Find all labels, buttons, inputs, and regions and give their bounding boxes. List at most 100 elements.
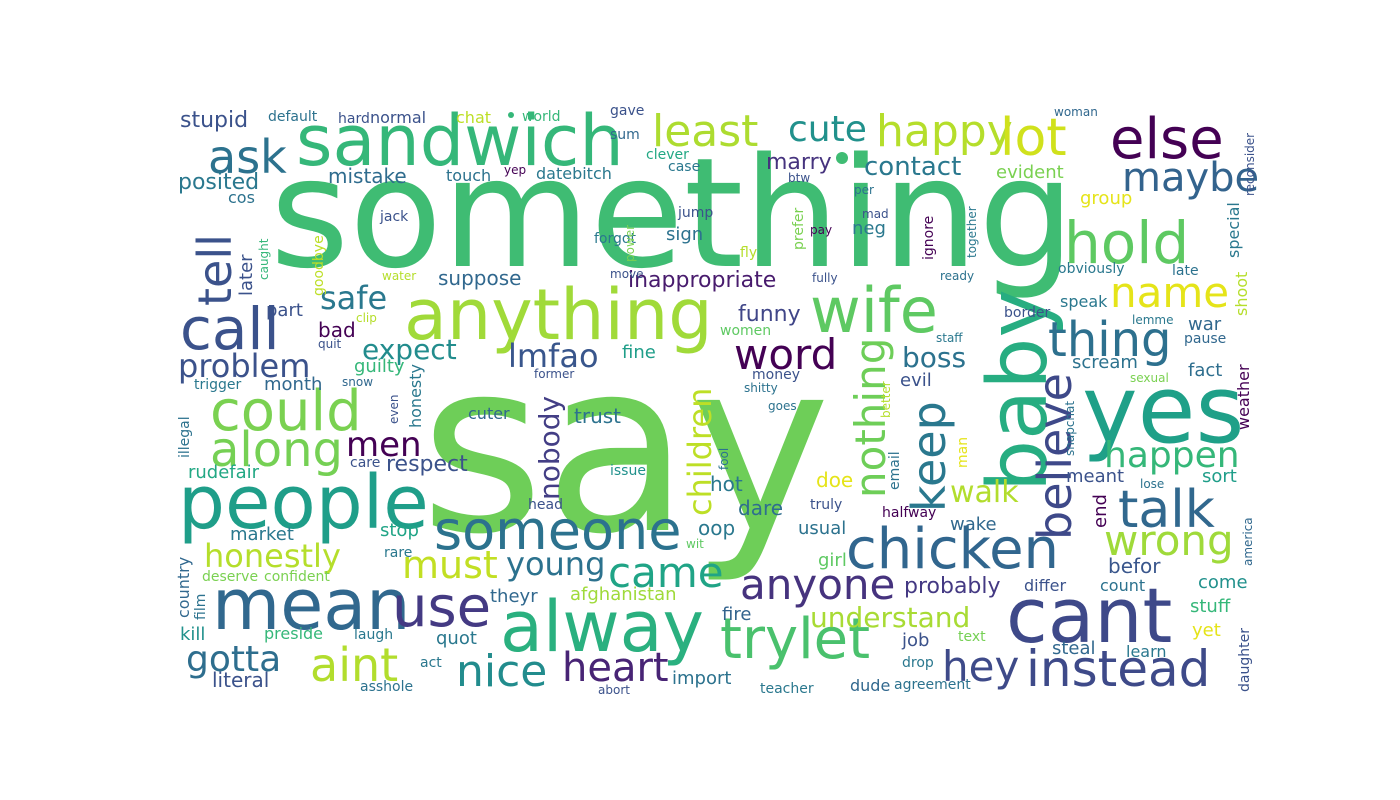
word-jump: jump bbox=[678, 205, 714, 221]
word-thing: thing bbox=[1048, 312, 1172, 368]
word-walk: walk bbox=[950, 475, 1019, 510]
word-obviously: obviously bbox=[1058, 261, 1125, 277]
word-cant: cant bbox=[1006, 571, 1173, 660]
word-job: job bbox=[902, 630, 930, 651]
word-nice: nice bbox=[456, 646, 548, 697]
word-daughter: daughter bbox=[1237, 628, 1253, 692]
word-lmfao: lmfao bbox=[508, 337, 599, 375]
word-name: name bbox=[1110, 268, 1230, 317]
word-dare: dare bbox=[738, 496, 784, 520]
word-head: head bbox=[528, 497, 563, 513]
word-staff: staff bbox=[936, 331, 963, 345]
word-touch: touch bbox=[446, 166, 492, 185]
word-yet: yet bbox=[1192, 620, 1221, 641]
word-goes: goes bbox=[768, 399, 797, 413]
word-safe: safe bbox=[320, 279, 388, 317]
word-group: group bbox=[1080, 188, 1133, 209]
word-else: else bbox=[1110, 107, 1224, 172]
word-lemme: lemme bbox=[1132, 313, 1174, 327]
word-fact: fact bbox=[1188, 360, 1223, 381]
word-understand: understand bbox=[810, 601, 971, 634]
word-neg: neg bbox=[852, 218, 886, 239]
word-aint: aint bbox=[310, 638, 399, 692]
word-expect: expect bbox=[362, 333, 457, 366]
word-cos: cos bbox=[228, 188, 255, 207]
word-mistake: mistake bbox=[328, 164, 407, 188]
word-chat: chat bbox=[456, 108, 492, 127]
word-inappropriate: inappropriate bbox=[628, 268, 777, 293]
word-special: special bbox=[1224, 202, 1243, 258]
word-steal: steal bbox=[1052, 638, 1096, 659]
word-yes: yes bbox=[1082, 356, 1245, 465]
word-befor: befor bbox=[1108, 554, 1161, 578]
word-hey: hey bbox=[942, 642, 1020, 691]
word-hold: hold bbox=[1064, 209, 1190, 277]
word-hot: hot bbox=[710, 472, 743, 496]
word-import: import bbox=[672, 668, 732, 689]
word-quot: quot bbox=[436, 628, 477, 649]
word-instead: instead bbox=[1026, 640, 1211, 698]
word-nobody: nobody bbox=[533, 395, 566, 500]
word-better: better bbox=[879, 381, 893, 418]
word-issue: issue bbox=[610, 463, 646, 479]
word-contact: contact bbox=[864, 152, 962, 182]
word-gave: gave bbox=[610, 103, 645, 119]
word-sandwich: sandwich bbox=[296, 100, 624, 182]
word-fool: fool bbox=[717, 447, 731, 470]
word-come: come bbox=[1198, 572, 1248, 593]
word-tell: tell bbox=[188, 234, 242, 306]
word-lot: lot bbox=[1000, 108, 1067, 168]
word-men: men bbox=[346, 425, 422, 465]
word-usual: usual bbox=[798, 518, 847, 539]
word-halfway: halfway bbox=[882, 505, 937, 521]
word-confident: confident bbox=[264, 569, 330, 585]
word-late: late bbox=[1172, 263, 1199, 279]
word-guilty: guilty bbox=[354, 356, 405, 377]
word-along: along bbox=[210, 422, 344, 478]
word-country: country bbox=[174, 556, 193, 618]
word-could: could bbox=[210, 379, 362, 444]
word-fine: fine bbox=[622, 342, 656, 363]
word-respect: respect bbox=[386, 452, 468, 477]
word-woman: woman bbox=[1054, 105, 1098, 119]
word-funny: funny bbox=[738, 302, 801, 327]
word-text: text bbox=[958, 629, 986, 645]
word-literal: literal bbox=[212, 668, 270, 692]
word-oop: oop bbox=[698, 516, 736, 540]
word-sign: sign bbox=[666, 224, 704, 245]
word-world: world bbox=[522, 109, 561, 125]
word-drop: drop bbox=[902, 655, 934, 671]
word-man: man bbox=[955, 436, 971, 468]
word-gotta: gotta bbox=[186, 639, 282, 680]
word-asshole: asshole bbox=[360, 679, 414, 695]
word-stupid: stupid bbox=[180, 108, 249, 133]
dot-mark bbox=[836, 152, 848, 164]
word-believe: believe bbox=[1028, 373, 1082, 540]
word-snapchat: snapchat bbox=[1063, 400, 1077, 456]
word-forgot: forgot bbox=[594, 231, 636, 247]
word-jack: jack bbox=[380, 209, 409, 225]
word-email: email bbox=[887, 451, 903, 490]
word-ignore: ignore bbox=[921, 215, 937, 260]
word-per: per bbox=[854, 183, 874, 197]
word-evident: evident bbox=[996, 162, 1064, 183]
word-anyone: anyone bbox=[740, 560, 896, 609]
word-shitty: shitty bbox=[744, 381, 778, 395]
word-doe: doe bbox=[816, 468, 854, 492]
word-quit: quit bbox=[318, 337, 342, 351]
word-border: border bbox=[1004, 305, 1051, 321]
word-theyr: theyr bbox=[490, 586, 538, 607]
word-former: former bbox=[534, 367, 575, 381]
word-differ: differ bbox=[1024, 576, 1067, 595]
word-datebitch: datebitch bbox=[536, 164, 612, 183]
word-kill: kill bbox=[180, 624, 206, 645]
word-say: say bbox=[420, 310, 831, 587]
word-posited: posited bbox=[178, 170, 260, 195]
word-pause: pause bbox=[1184, 331, 1227, 347]
word-month: month bbox=[264, 374, 323, 395]
word-bad: bad bbox=[318, 318, 356, 342]
word-trust: trust bbox=[574, 404, 622, 428]
word-must: must bbox=[402, 543, 498, 587]
word-children: children bbox=[681, 387, 719, 516]
